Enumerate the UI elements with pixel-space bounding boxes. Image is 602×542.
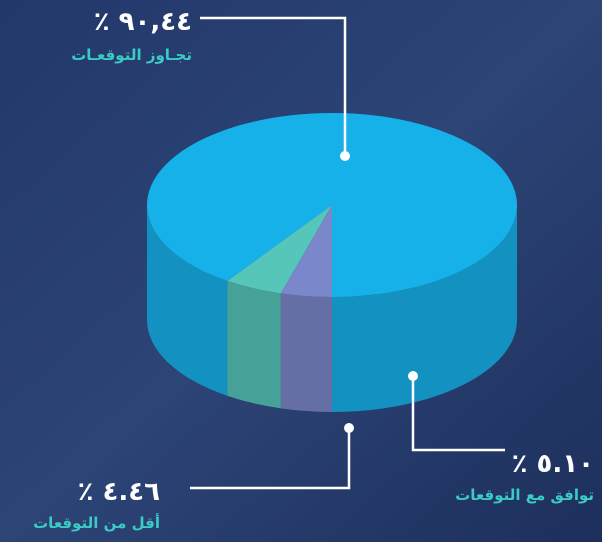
slice-top [280,205,332,297]
pie [147,113,518,412]
leader-dot [408,371,418,381]
leader-line [200,16,347,156]
leader-dot [344,423,354,433]
slice-side [227,280,281,409]
value-label: ٪ ٩٠,٤٤ [94,7,192,37]
slice-side [280,293,332,412]
top-faces [147,113,518,298]
slice-side [332,205,517,412]
category-label: توافق مع التوقعات [455,486,594,504]
category-label: أقل من التوقعات [33,513,160,532]
leader-line [411,376,505,452]
leader-line [190,428,351,490]
value-label: ٪ ٤.٤٦ [78,477,160,507]
side-walls [147,205,517,412]
slice-side [147,205,228,396]
category-label: تجـاوز التوقعـات [71,46,192,64]
slice-top [227,205,332,294]
leader-dot [340,151,350,161]
labels: ٪ ٩٠,٤٤ تجـاوز التوقعـات ٪ ٥.١٠ توافق مع… [33,7,594,532]
value-label: ٪ ٥.١٠ [512,449,594,479]
